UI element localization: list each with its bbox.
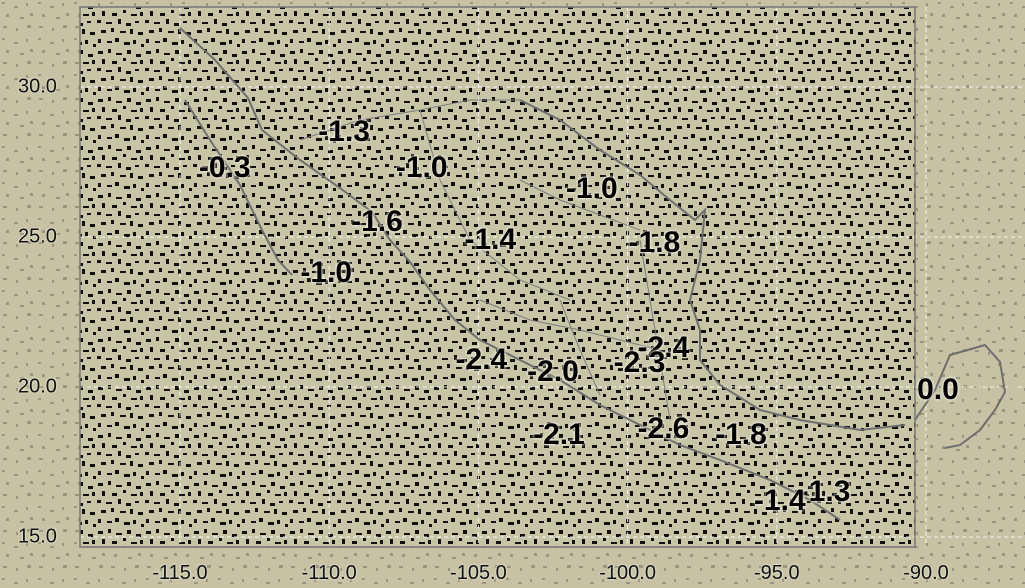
station-value-label: -1.0 xyxy=(300,256,353,289)
pacific-coastline xyxy=(179,27,841,521)
state-borders xyxy=(299,99,671,421)
y-tick-label: 25.0 xyxy=(18,225,57,248)
baja-california xyxy=(184,99,293,276)
station-value-label: -1.6 xyxy=(351,205,403,238)
y-tick-label: 30.0 xyxy=(18,75,57,98)
station-value-label: -2.4 xyxy=(637,331,690,364)
coastline xyxy=(179,27,1007,521)
station-value-label: -1.4 xyxy=(753,484,806,517)
station-value-label: -2.6 xyxy=(637,412,690,445)
y-tick-label: 15.0 xyxy=(18,525,57,548)
grid-lines xyxy=(80,7,1025,547)
station-value-label: -1.0 xyxy=(565,172,618,205)
station-value-label: -1.8 xyxy=(715,418,767,451)
station-value-label: -0.3 xyxy=(198,151,251,184)
x-tick-label: -90.0 xyxy=(903,562,949,584)
station-value-label: -1.8 xyxy=(628,226,681,259)
station-value-label: -2.4 xyxy=(455,343,508,376)
station-value-label: -2.0 xyxy=(527,355,579,388)
gulf-coastline xyxy=(519,99,906,432)
station-value-label: -2.3 xyxy=(613,346,666,379)
station-value-label: -1.3 xyxy=(798,475,851,508)
y-tick-label: 20.0 xyxy=(18,375,57,398)
yucatan-outline xyxy=(914,343,1007,449)
x-tick-label: -105.0 xyxy=(450,562,507,584)
station-value-label: -1.3 xyxy=(318,115,370,148)
x-tick-label: -110.0 xyxy=(301,562,357,584)
station-value-label: 0.0 xyxy=(917,373,959,406)
plot-frame xyxy=(79,6,916,548)
x-tick-label: -115.0 xyxy=(152,562,208,584)
station-value-label: -2.1 xyxy=(533,418,585,451)
plot-area xyxy=(80,7,915,547)
x-tick-label: -95.0 xyxy=(754,562,800,584)
x-tick-label: -100.0 xyxy=(599,562,656,584)
station-value-label: -1.0 xyxy=(395,151,448,184)
station-value-label: -1.4 xyxy=(464,223,517,256)
